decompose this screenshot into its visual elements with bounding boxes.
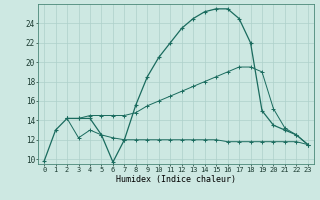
X-axis label: Humidex (Indice chaleur): Humidex (Indice chaleur) bbox=[116, 175, 236, 184]
